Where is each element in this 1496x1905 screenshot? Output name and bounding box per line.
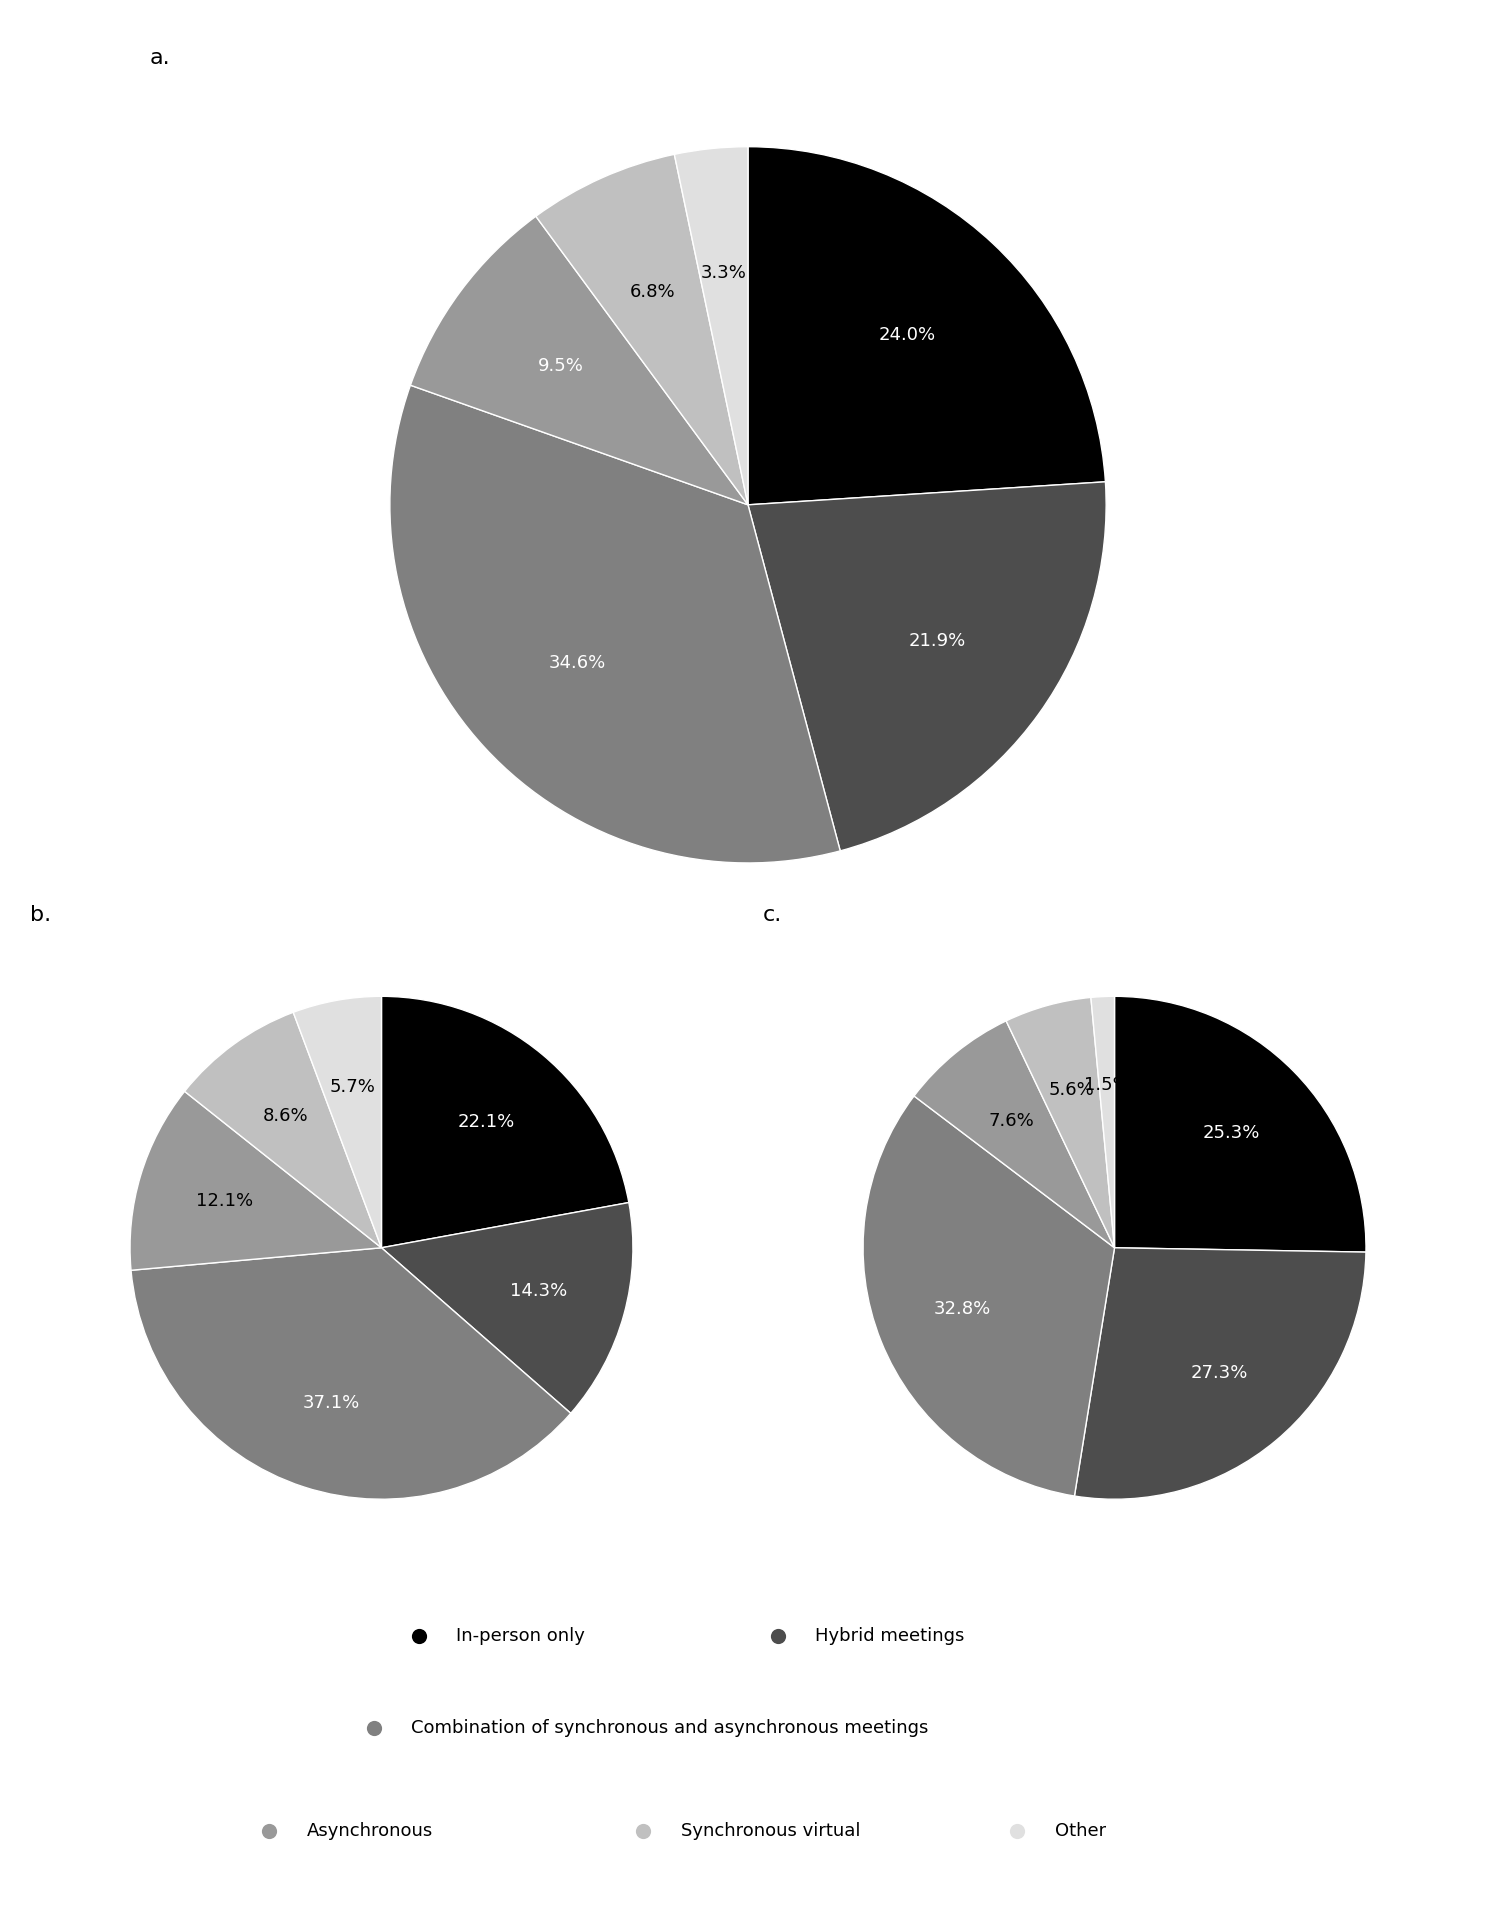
Point (631, 1815, 655, 1846)
Text: 5.7%: 5.7% (329, 1078, 375, 1095)
Wedge shape (130, 1092, 381, 1271)
Point (362, 1713, 386, 1743)
Text: b.: b. (30, 905, 51, 924)
Wedge shape (1007, 998, 1115, 1248)
Wedge shape (748, 147, 1106, 505)
Text: 7.6%: 7.6% (989, 1113, 1034, 1130)
Point (407, 1621, 431, 1652)
Text: Other: Other (1055, 1821, 1106, 1840)
Text: 32.8%: 32.8% (934, 1299, 992, 1318)
Wedge shape (381, 996, 628, 1248)
Text: 6.8%: 6.8% (630, 284, 676, 301)
Text: 22.1%: 22.1% (458, 1113, 515, 1132)
Wedge shape (748, 482, 1106, 852)
Wedge shape (381, 1202, 633, 1414)
Wedge shape (132, 1248, 571, 1499)
Wedge shape (184, 1012, 381, 1248)
Wedge shape (863, 1095, 1115, 1495)
Point (257, 1815, 281, 1846)
Wedge shape (914, 1021, 1115, 1248)
Text: Combination of synchronous and asynchronous meetings: Combination of synchronous and asynchron… (411, 1718, 929, 1737)
Wedge shape (390, 385, 841, 863)
Text: 1.5%: 1.5% (1085, 1076, 1129, 1093)
Text: 37.1%: 37.1% (302, 1394, 359, 1412)
Text: 12.1%: 12.1% (196, 1193, 253, 1210)
Wedge shape (675, 147, 748, 505)
Text: 14.3%: 14.3% (510, 1282, 567, 1301)
Wedge shape (1074, 1248, 1366, 1499)
Wedge shape (1091, 996, 1115, 1248)
Text: 21.9%: 21.9% (908, 632, 966, 650)
Text: 5.6%: 5.6% (1049, 1082, 1094, 1099)
Text: Hybrid meetings: Hybrid meetings (815, 1627, 965, 1646)
Wedge shape (410, 217, 748, 505)
Text: 8.6%: 8.6% (262, 1107, 308, 1124)
Point (766, 1621, 790, 1652)
Text: 27.3%: 27.3% (1191, 1364, 1248, 1383)
Point (1005, 1815, 1029, 1846)
Text: 34.6%: 34.6% (549, 653, 606, 672)
Text: 9.5%: 9.5% (539, 356, 583, 375)
Text: In-person only: In-person only (456, 1627, 585, 1646)
Wedge shape (293, 996, 381, 1248)
Text: 3.3%: 3.3% (702, 265, 747, 282)
Text: a.: a. (150, 48, 171, 67)
Text: 24.0%: 24.0% (878, 326, 936, 345)
Text: Synchronous virtual: Synchronous virtual (681, 1821, 860, 1840)
Text: c.: c. (763, 905, 782, 924)
Wedge shape (1115, 996, 1366, 1252)
Text: Asynchronous: Asynchronous (307, 1821, 432, 1840)
Text: 25.3%: 25.3% (1203, 1124, 1260, 1143)
Wedge shape (536, 154, 748, 505)
